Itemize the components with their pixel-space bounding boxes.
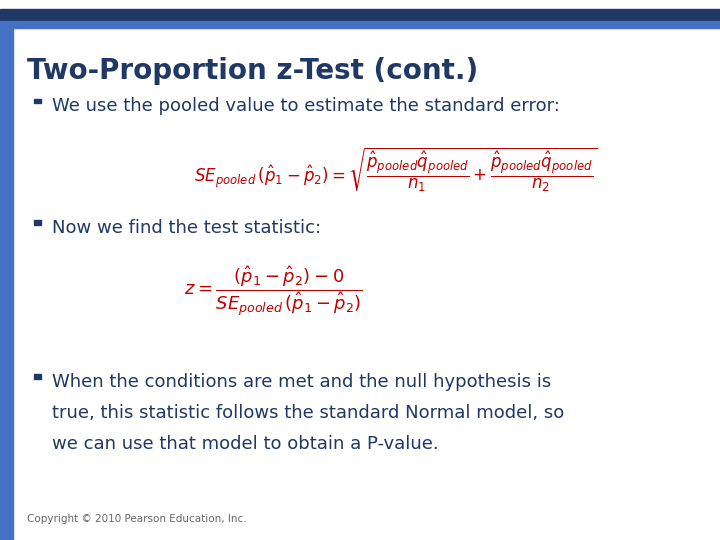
Text: we can use that model to obtain a P-value.: we can use that model to obtain a P-valu… — [52, 435, 438, 453]
Text: $z = \dfrac{(\hat{p}_1 - \hat{p}_2) - 0}{SE_{pooled}\,(\hat{p}_1 - \hat{p}_2)}$: $z = \dfrac{(\hat{p}_1 - \hat{p}_2) - 0}… — [184, 265, 363, 318]
Text: $SE_{pooled}\,(\hat{p}_1 - \hat{p}_2) = \sqrt{\dfrac{\hat{p}_{pooled}\hat{q}_{po: $SE_{pooled}\,(\hat{p}_1 - \hat{p}_2) = … — [194, 146, 598, 194]
Text: true, this statistic follows the standard Normal model, so: true, this statistic follows the standar… — [52, 404, 564, 422]
Text: Two-Proportion z-Test (cont.): Two-Proportion z-Test (cont.) — [27, 57, 479, 85]
Text: Copyright © 2010 Pearson Education, Inc.: Copyright © 2010 Pearson Education, Inc. — [27, 514, 247, 524]
Text: Now we find the test statistic:: Now we find the test statistic: — [52, 219, 321, 237]
Text: We use the pooled value to estimate the standard error:: We use the pooled value to estimate the … — [52, 97, 559, 115]
Text: When the conditions are met and the null hypothesis is: When the conditions are met and the null… — [52, 373, 551, 390]
